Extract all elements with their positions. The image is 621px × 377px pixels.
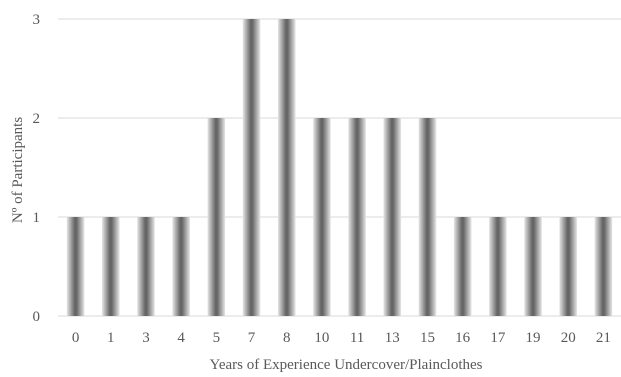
bar-15	[418, 118, 437, 316]
x-axis-title: Years of Experience Undercover/Plainclot…	[210, 357, 483, 372]
x-tick-label: 11	[350, 330, 364, 346]
bar-7	[242, 19, 261, 316]
bars	[66, 19, 613, 316]
bar-5	[207, 118, 226, 316]
y-tick-label: 2	[33, 111, 41, 127]
x-tick-label: 15	[420, 330, 435, 346]
bar-8	[277, 19, 296, 316]
bar-21	[594, 217, 613, 316]
x-tick-label: 13	[385, 330, 400, 346]
y-tick-label: 3	[33, 12, 41, 28]
bar-17	[489, 217, 507, 316]
x-axis-ticks: 0 1 3 4 5 7 8 10 11 13 15 16 17 19 20 21	[72, 330, 611, 346]
x-tick-label: 10	[314, 330, 329, 346]
x-tick-label: 4	[177, 330, 185, 346]
bar-13	[383, 118, 402, 316]
x-tick-label: 5	[213, 330, 221, 346]
bar-1	[101, 217, 120, 316]
bar-4	[172, 217, 190, 316]
x-tick-label: 0	[72, 330, 80, 346]
x-tick-label: 20	[561, 330, 576, 346]
x-tick-label: 3	[142, 330, 150, 346]
bar-20	[559, 217, 578, 316]
x-tick-label: 19	[526, 330, 541, 346]
bar-16	[453, 217, 472, 316]
bar-11	[348, 118, 366, 316]
bar-3	[137, 217, 155, 316]
x-tick-label: 7	[248, 330, 256, 346]
x-tick-label: 1	[107, 330, 115, 346]
bar-0	[66, 217, 85, 316]
x-tick-label: 8	[283, 330, 291, 346]
bar-19	[524, 217, 542, 316]
x-tick-label: 17	[490, 330, 506, 346]
y-tick-label: 0	[33, 309, 41, 325]
bar-10	[313, 118, 331, 316]
y-tick-label: 1	[33, 210, 41, 226]
y-axis-ticks: 0 1 2 3	[33, 12, 41, 325]
x-tick-label: 16	[455, 330, 471, 346]
y-axis-title: Nº of Participants	[10, 117, 26, 223]
x-tick-label: 21	[596, 330, 611, 346]
